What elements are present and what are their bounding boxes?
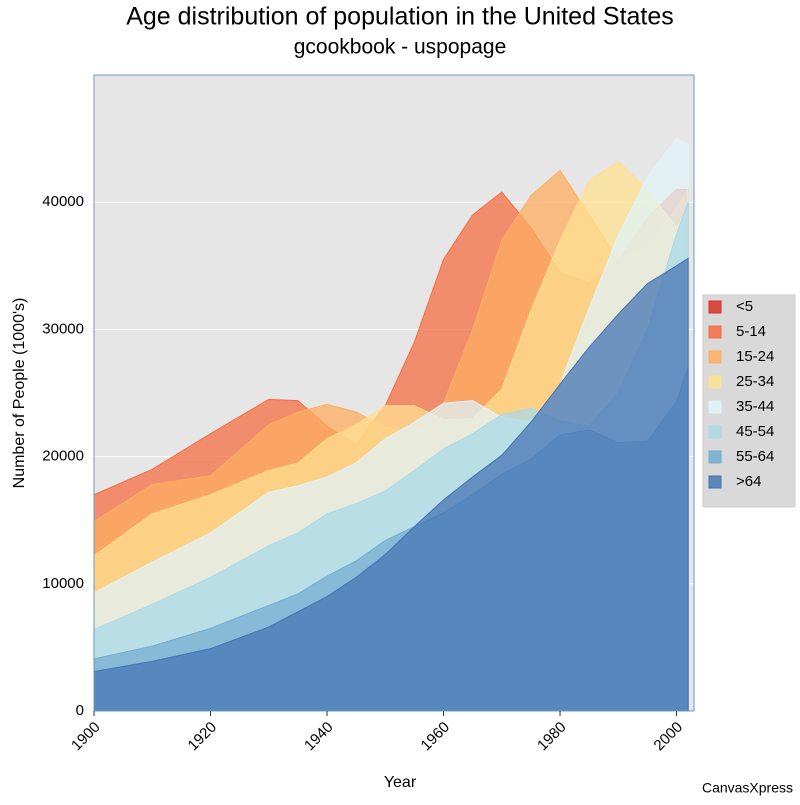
footer: CanvasXpress <box>702 780 793 796</box>
legend-label: 45-54 <box>736 423 774 440</box>
y-tick-label: 30000 <box>42 320 84 337</box>
legend-label: >64 <box>736 473 761 490</box>
y-tick-label: 0 <box>76 702 84 719</box>
x-tick-label: 1980 <box>534 719 570 755</box>
legend-swatch <box>708 425 722 439</box>
legend-label: 25-34 <box>736 373 774 390</box>
area <box>93 257 689 712</box>
y-tick-label: 10000 <box>42 575 84 592</box>
legend-swatch <box>708 325 722 339</box>
y-axis-label: Number of People (1000's) <box>11 298 28 489</box>
x-tick-label: 1960 <box>418 719 454 755</box>
legend-swatch <box>708 400 722 414</box>
legend-swatch <box>708 350 722 364</box>
chart-title: Age distribution of population in the Un… <box>126 3 674 31</box>
legend-swatch <box>708 300 722 314</box>
chart-subtitle: gcookbook - uspopage <box>294 36 507 59</box>
y-tick-label: 20000 <box>42 448 84 465</box>
x-tick-label: 1900 <box>68 719 104 755</box>
y-tick-label: 40000 <box>42 193 84 210</box>
plot-border <box>93 74 695 712</box>
legend-label: 55-64 <box>736 448 774 465</box>
x-tick-label: 2000 <box>651 719 687 755</box>
legend-swatch <box>708 375 722 389</box>
legend-swatch <box>708 450 722 464</box>
x-tick-label: 1940 <box>301 719 337 755</box>
x-axis-label: Year <box>384 774 417 791</box>
legend-label: 35-44 <box>736 398 774 415</box>
legend-label: 5-14 <box>736 323 766 340</box>
legend-label: <5 <box>736 298 753 315</box>
legend-swatch <box>708 475 722 489</box>
legend-label: 15-24 <box>736 348 774 365</box>
x-tick-label: 1920 <box>185 719 221 755</box>
